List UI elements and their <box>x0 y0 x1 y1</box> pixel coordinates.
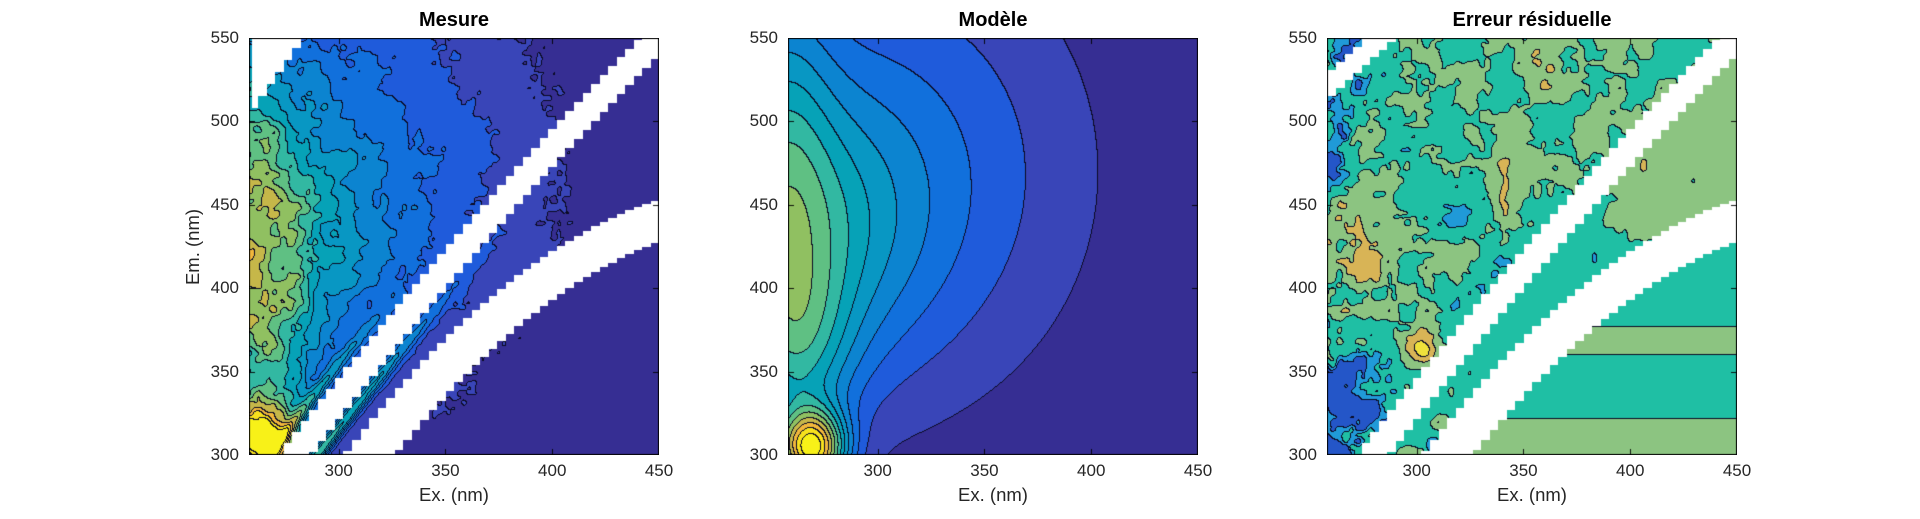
contour-plot-erreur <box>1327 38 1737 455</box>
tick-label: 500 <box>210 111 239 131</box>
tick-label: 300 <box>324 461 353 480</box>
contour-plot-mesure <box>249 38 659 455</box>
panel-title: Erreur résiduelle <box>1452 9 1612 31</box>
tick-label: 450 <box>210 194 239 214</box>
tick-label: 550 <box>749 28 778 47</box>
panel-erreur-residuelle: Erreur résiduelle Ex. (nm) 300 350 400 450 5… <box>1257 0 1752 519</box>
tick-label: 350 <box>970 461 999 480</box>
y-axis-label: Em. (nm) <box>182 208 203 286</box>
panel-title: Modèle <box>958 9 1028 31</box>
tick-label: 400 <box>538 461 567 480</box>
tick-label: 300 <box>863 461 892 480</box>
tick-label: 300 <box>749 445 778 464</box>
tick-label: 350 <box>1509 461 1538 480</box>
tick-label: 500 <box>1288 111 1317 131</box>
tick-label: 350 <box>749 361 778 381</box>
tick-label: 400 <box>749 278 778 298</box>
tick-label: 450 <box>1288 194 1317 214</box>
tick-label: 450 <box>1722 461 1752 480</box>
tick-label: 400 <box>1077 461 1106 480</box>
tick-label: 300 <box>1288 445 1317 464</box>
tick-label: 450 <box>1183 461 1213 480</box>
panel-title: Mesure <box>418 9 490 31</box>
tick-label: 450 <box>644 461 674 480</box>
tick-label: 500 <box>749 111 778 131</box>
tick-label: 550 <box>210 28 239 47</box>
tick-label: 400 <box>1616 461 1645 480</box>
tick-label: 400 <box>1288 278 1317 298</box>
contour-plot-modele <box>788 38 1198 455</box>
panel-mesure: Mesure Em. (nm) Ex. (nm) 300 350 400 450 500… <box>179 0 673 519</box>
tick-label: 300 <box>210 445 239 464</box>
tick-label: 350 <box>1288 361 1317 381</box>
tick-label: 550 <box>1288 28 1317 47</box>
tick-label: 350 <box>210 361 239 381</box>
x-axis-label: Ex. (nm) <box>419 484 489 505</box>
tick-label: 300 <box>1402 461 1431 480</box>
tick-label: 350 <box>431 461 460 480</box>
x-axis-label: Ex. (nm) <box>958 484 1028 505</box>
tick-label: 400 <box>210 278 239 298</box>
tick-label: 450 <box>749 194 778 214</box>
panel-modele: Modèle Ex. (nm) 300 350 400 450 500 550 300 35… <box>718 0 1213 519</box>
x-axis-label: Ex. (nm) <box>1497 484 1567 505</box>
